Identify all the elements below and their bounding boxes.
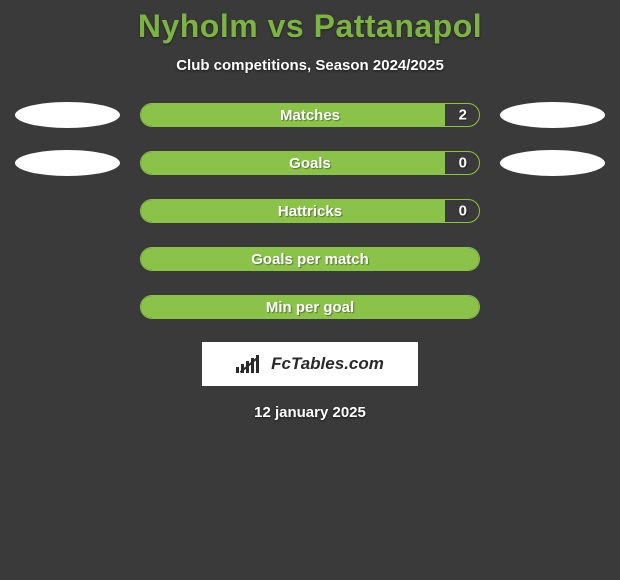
- stat-row: Hattricks 0: [0, 198, 620, 224]
- page-title: Nyholm vs Pattanapol: [0, 8, 620, 45]
- bar-label: Goals: [289, 155, 331, 172]
- right-spacer: [500, 198, 605, 224]
- comparison-infographic: Nyholm vs Pattanapol Club competitions, …: [0, 0, 620, 421]
- bar-value: 0: [459, 203, 467, 220]
- bar-label: Hattricks: [278, 203, 342, 220]
- stat-bar-goals: Goals 0: [140, 151, 480, 175]
- stat-row: Matches 2: [0, 102, 620, 128]
- stat-row: Min per goal: [0, 294, 620, 320]
- stat-row: Goals per match: [0, 246, 620, 272]
- bar-label: Min per goal: [266, 299, 354, 316]
- stat-bar-goals-per-match: Goals per match: [140, 247, 480, 271]
- left-spacer: [15, 246, 120, 272]
- bar-value: 2: [459, 107, 467, 124]
- left-ellipse: [15, 102, 120, 128]
- stats-rows: Matches 2 Goals 0 Hattricks 0: [0, 102, 620, 320]
- right-ellipse: [500, 150, 605, 176]
- date-label: 12 january 2025: [0, 404, 620, 421]
- bar-label: Matches: [280, 107, 340, 124]
- left-spacer: [15, 198, 120, 224]
- stat-bar-hattricks: Hattricks 0: [140, 199, 480, 223]
- bar-label: Goals per match: [251, 251, 369, 268]
- stat-bar-matches: Matches 2: [140, 103, 480, 127]
- right-spacer: [500, 246, 605, 272]
- right-spacer: [500, 294, 605, 320]
- right-ellipse: [500, 102, 605, 128]
- stat-bar-min-per-goal: Min per goal: [140, 295, 480, 319]
- logo-text: FcTables.com: [271, 354, 384, 374]
- subtitle: Club competitions, Season 2024/2025: [0, 57, 620, 74]
- stat-row: Goals 0: [0, 150, 620, 176]
- left-ellipse: [15, 150, 120, 176]
- fctables-logo: FcTables.com: [202, 342, 418, 386]
- logo-arrow-icon: [241, 355, 261, 373]
- left-spacer: [15, 294, 120, 320]
- bar-value: 0: [459, 155, 467, 172]
